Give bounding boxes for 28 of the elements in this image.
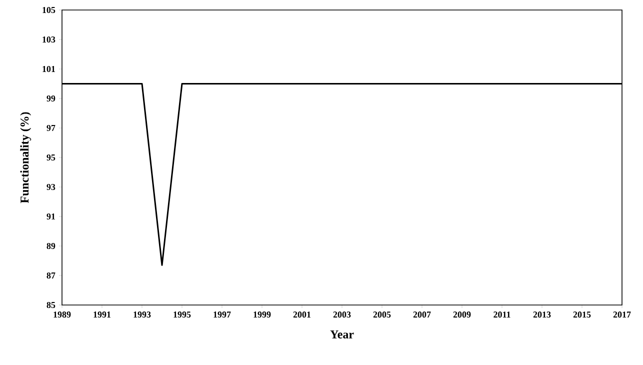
x-axis-title: Year [330,330,354,338]
y-tick-label: 99 [46,95,56,102]
x-tick-label: 2013 [533,312,551,318]
y-tick-label: 91 [46,213,55,220]
x-tick-label: 1997 [214,312,231,318]
x-tick-label: 2009 [453,312,471,318]
x-tick-label: 2003 [333,312,351,318]
y-tick-label: 89 [46,242,56,250]
x-tick-label: 2007 [413,312,431,318]
x-tick-label: 1991 [94,312,111,318]
x-tick-label: 1999 [254,312,271,318]
x-tick-label: 2017 [613,312,631,318]
x-tick-label: 1993 [134,312,151,318]
x-tick-label: 2015 [573,312,591,318]
y-tick-label: 105 [42,6,56,14]
y-tick-label: 85 [46,302,56,308]
y-tick-label: 87 [46,272,56,279]
y-tick-label: 93 [46,184,56,190]
y-axis-title: Functionality (%) [20,112,32,204]
x-tick-label: 2001 [293,312,311,318]
x-tick-label: 2011 [494,312,510,318]
x-tick-label: 1989 [54,312,71,318]
y-tick-label: 97 [46,124,56,132]
y-tick-label: 95 [46,154,56,161]
x-tick-label: 2005 [373,312,391,318]
y-tick-label: 101 [42,66,55,72]
y-tick-label: 103 [42,36,56,43]
x-tick-label: 1995 [174,312,191,318]
